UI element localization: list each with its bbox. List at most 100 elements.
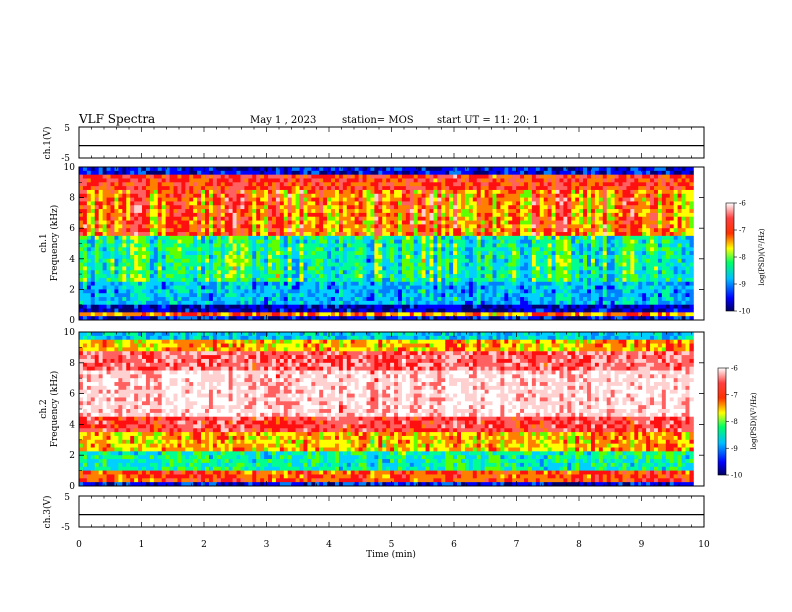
spectrogram-cell	[433, 281, 438, 286]
spectrogram-cell	[153, 316, 159, 321]
spectrogram-cell	[484, 293, 489, 298]
spectrogram-cell	[264, 170, 269, 176]
spectrogram-cell	[508, 212, 513, 218]
spectrogram-cell	[366, 178, 371, 183]
spectrogram-cell	[256, 251, 261, 256]
spectrogram-cell	[283, 216, 289, 221]
spectrogram-cell	[193, 293, 198, 298]
spectrogram-cell	[181, 239, 186, 244]
spectrogram-cell	[543, 174, 549, 179]
spectrogram-cell	[271, 186, 277, 191]
spectrogram-cell	[338, 232, 344, 237]
spectrogram-cell	[445, 258, 450, 264]
spectrogram-cell	[271, 167, 277, 172]
spectrogram-cell	[145, 297, 151, 302]
spectrogram-cell	[149, 189, 155, 195]
spectrogram-cell	[551, 266, 556, 271]
spectrogram-cell	[437, 216, 442, 221]
spectrogram-cell	[327, 262, 332, 267]
spectrogram-cell	[208, 297, 214, 302]
spectrogram-cell	[291, 247, 297, 252]
spectrogram-cell	[547, 254, 552, 260]
spectrogram-cell	[433, 262, 438, 267]
spectrogram-cell	[527, 167, 533, 172]
spectrogram-cell	[547, 274, 552, 279]
spectrogram-cell	[386, 232, 391, 237]
spectrogram-cell	[153, 197, 159, 202]
spectrogram-cell	[79, 212, 84, 218]
spectrogram-cell	[299, 285, 304, 290]
spectrogram-cell	[153, 293, 159, 298]
spectrogram-cell	[500, 300, 505, 306]
spectrogram-cell	[390, 174, 395, 179]
spectrogram-cell	[193, 228, 198, 233]
spectrogram-cell	[287, 197, 293, 202]
spectrogram-cell	[256, 170, 261, 176]
spectrogram-cell	[256, 220, 261, 225]
spectrogram-cell	[193, 239, 198, 244]
spectrogram-cell	[157, 251, 163, 256]
spectrogram-cell	[366, 285, 371, 290]
spectrogram-cell	[153, 274, 159, 279]
spectrogram-cell	[512, 216, 517, 221]
spectrogram-cell	[457, 167, 462, 172]
spectrogram-cell	[299, 254, 304, 260]
spectrogram-cell	[197, 193, 202, 199]
spectrogram-cell	[500, 308, 505, 313]
spectrogram-cell	[256, 201, 261, 206]
spectrogram-cell	[350, 224, 356, 229]
spectrogram-cell	[464, 201, 470, 206]
spectrogram-cell	[524, 316, 529, 321]
spectrogram-cell	[268, 224, 273, 229]
spectrogram-cell	[346, 197, 352, 202]
spectrogram-cell	[386, 239, 391, 244]
spectrogram-cell	[149, 186, 155, 191]
spectrogram-cell	[157, 266, 163, 271]
spectrogram-cell	[228, 186, 233, 191]
spectrogram-cell	[323, 232, 328, 237]
spectrogram-cell	[130, 262, 135, 267]
spectrogram-cell	[79, 300, 84, 306]
spectrogram-cell	[193, 243, 198, 248]
spectrogram-cell	[220, 232, 226, 237]
spectrogram-cell	[126, 224, 131, 229]
spectrogram-cell	[437, 266, 442, 271]
spectrogram-cell	[138, 239, 143, 244]
spectrogram-cell	[512, 285, 517, 290]
spectrogram-cell	[551, 274, 556, 279]
spectrogram-cell	[110, 212, 115, 218]
spectrogram-cell	[122, 247, 127, 252]
spectrogram-cell	[299, 216, 304, 221]
spectrogram-cell	[260, 201, 265, 206]
spectrogram-cell	[271, 228, 277, 233]
spectrogram-cell	[520, 209, 525, 214]
spectrogram-cell	[79, 289, 84, 294]
spectrogram-cell	[181, 300, 186, 306]
spectrogram-cell	[268, 216, 273, 221]
spectrogram-cell	[248, 304, 253, 309]
spectrogram-cell	[130, 293, 135, 298]
spectrogram-cell	[79, 266, 84, 271]
spectrogram-cell	[232, 201, 237, 206]
spectrogram-cell	[358, 243, 363, 248]
spectrogram-cell	[421, 281, 426, 286]
spectrogram-cell	[398, 232, 403, 237]
spectrogram-cell	[205, 209, 210, 214]
spectrogram-cell	[110, 258, 115, 264]
spectrogram-cell	[311, 316, 316, 321]
spectrogram-cell	[520, 266, 525, 271]
spectrogram-cell	[508, 243, 513, 248]
spectrogram-cell	[185, 281, 190, 286]
spectrogram-cell	[106, 197, 111, 202]
spectrogram-cell	[323, 293, 328, 298]
spectrogram-cell	[492, 201, 497, 206]
spectrogram-cell	[311, 247, 316, 252]
spectrogram-cell	[437, 316, 442, 321]
spectrogram-cell	[417, 254, 423, 260]
spectrogram-cell	[177, 224, 182, 229]
spectrogram-cell	[331, 189, 336, 195]
spectrogram-cell	[425, 304, 430, 309]
spectrogram-cell	[331, 293, 336, 298]
spectrogram-cell	[390, 167, 395, 172]
spectrogram-cell	[413, 193, 419, 199]
